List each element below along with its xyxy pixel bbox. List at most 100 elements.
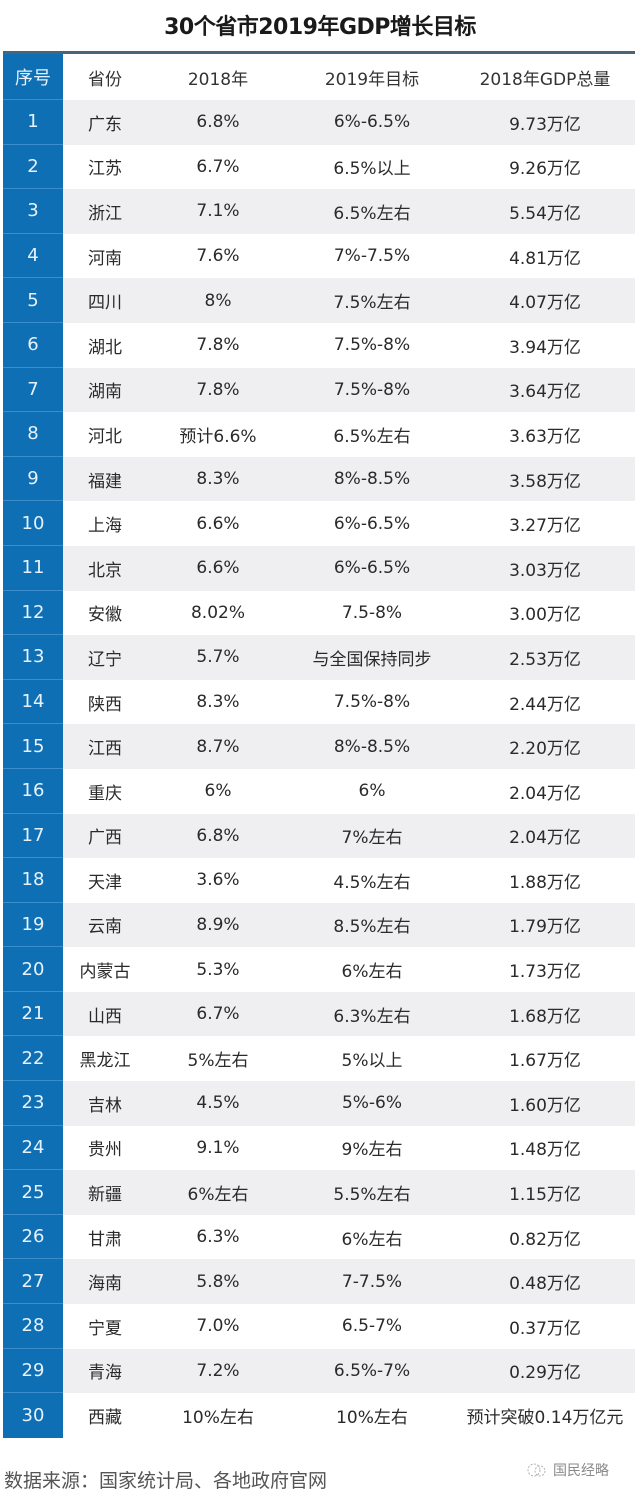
target-2019: 6%-6.5%: [333, 513, 411, 534]
province: 新疆: [88, 1185, 122, 1206]
data-source-note: 数据来源：国家统计局、各地政府官网: [4, 1470, 328, 1492]
target-2019: 6%左右: [341, 1229, 403, 1250]
table-row: 16 重庆 6% 6% 2.04万亿: [3, 768, 635, 814]
growth-2018: 6.8%: [196, 112, 240, 133]
growth-2018: 5%左右: [187, 1051, 249, 1072]
gdp-2018: 3.00万亿: [509, 605, 581, 626]
gdp-2018: 2.04万亿: [509, 783, 581, 804]
table-row: 2 江苏 6.7% 6.5%以上 9.26万亿: [3, 144, 635, 190]
table-row: 7 湖南 7.8% 7.5%-8% 3.64万亿: [3, 367, 635, 413]
province: 海南: [88, 1274, 122, 1295]
province: 甘肃: [88, 1229, 122, 1250]
table-row: 27 海南 5.8% 7-7.5% 0.48万亿: [3, 1259, 635, 1305]
target-2019: 5.5%左右: [333, 1185, 411, 1206]
target-2019: 6%-6.5%: [333, 558, 411, 579]
header-2018-gdp: 2018年GDP总量: [479, 69, 611, 90]
province: 上海: [88, 516, 122, 537]
table-row: 21 山西 6.7% 6.3%左右 1.68万亿: [3, 991, 635, 1037]
target-2019: 6.5-7%: [341, 1316, 403, 1337]
gdp-2018: 3.03万亿: [509, 560, 581, 581]
row-index: 18: [3, 858, 63, 903]
province: 陕西: [88, 694, 122, 715]
gdp-2018: 2.20万亿: [509, 739, 581, 760]
gdp-2018: 预计突破0.14万亿元: [466, 1408, 624, 1429]
target-2019: 7%左右: [341, 828, 403, 849]
target-2019: 与全国保持同步: [312, 649, 432, 670]
gdp-2018: 0.48万亿: [509, 1274, 581, 1295]
target-2019: 7.5%左右: [333, 293, 411, 314]
table-row: 15 江西 8.7% 8%-8.5% 2.20万亿: [3, 724, 635, 769]
table-row: 1 广东 6.8% 6%-6.5% 9.73万亿: [3, 100, 635, 145]
growth-2018: 6.7%: [196, 1004, 240, 1025]
gdp-2018: 0.37万亿: [509, 1318, 581, 1339]
gdp-2018: 1.79万亿: [509, 917, 581, 938]
growth-2018: 7.8%: [196, 379, 240, 400]
target-2019: 7.5%-8%: [333, 692, 411, 713]
growth-2018: 8.7%: [196, 736, 240, 757]
row-index: 8: [3, 412, 63, 457]
table-row: 9 福建 8.3% 8%-8.5% 3.58万亿: [3, 456, 635, 502]
table-row: 25 新疆 6%左右 5.5%左右 1.15万亿: [3, 1170, 635, 1215]
target-2019: 6%: [358, 781, 386, 802]
gdp-2018: 3.63万亿: [509, 426, 581, 447]
province: 福建: [88, 471, 122, 492]
province: 云南: [88, 917, 122, 938]
gdp-2018: 3.58万亿: [509, 471, 581, 492]
province: 天津: [88, 872, 122, 893]
growth-2018: 7.0%: [196, 1316, 240, 1337]
gdp-2018: 0.29万亿: [509, 1363, 581, 1384]
gdp-2018: 4.07万亿: [509, 293, 581, 314]
row-index: 21: [3, 991, 63, 1037]
table-row: 22 黑龙江 5%左右 5%以上 1.67万亿: [3, 1036, 635, 1082]
header-province: 省份: [88, 69, 122, 90]
table-row: 14 陕西 8.3% 7.5%-8% 2.44万亿: [3, 679, 635, 725]
province: 青海: [88, 1363, 122, 1384]
table-row: 20 内蒙古 5.3% 6%左右 1.73万亿: [3, 947, 635, 992]
row-index: 16: [3, 768, 63, 814]
row-index: 2: [3, 144, 63, 190]
target-2019: 4.5%左右: [333, 872, 411, 893]
gdp-2018: 3.64万亿: [509, 382, 581, 403]
growth-2018: 4.5%: [196, 1093, 240, 1114]
target-2019: 6.3%左右: [333, 1006, 411, 1027]
target-2019: 8%-8.5%: [333, 469, 411, 490]
growth-2018: 6%左右: [187, 1185, 249, 1206]
target-2019: 6.5%左右: [333, 203, 411, 224]
gdp-2018: 1.15万亿: [509, 1185, 581, 1206]
gdp-2018: 2.44万亿: [509, 694, 581, 715]
row-index: 23: [3, 1081, 63, 1126]
province: 广东: [88, 114, 122, 135]
growth-2018: 6%: [204, 781, 232, 802]
province: 安徽: [88, 605, 122, 626]
row-index: 5: [3, 278, 63, 323]
table-row: 10 上海 6.6% 6%-6.5% 3.27万亿: [3, 501, 635, 546]
growth-2018: 7.8%: [196, 335, 240, 356]
target-2019: 6%左右: [341, 962, 403, 983]
row-index: 13: [3, 635, 63, 680]
row-index: 27: [3, 1259, 63, 1305]
table-row: 24 贵州 9.1% 9%左右 1.48万亿: [3, 1125, 635, 1171]
table-header-row: 序号 省份 2018年 2019年目标 2018年GDP总量: [3, 54, 635, 100]
row-index: 11: [3, 545, 63, 591]
row-index: 26: [3, 1214, 63, 1260]
target-2019: 5%-6%: [341, 1093, 403, 1114]
row-index: 7: [3, 367, 63, 413]
growth-2018: 3.6%: [196, 870, 240, 891]
growth-2018: 6.7%: [196, 156, 240, 177]
growth-2018: 5.8%: [196, 1271, 240, 1292]
province: 四川: [88, 293, 122, 314]
gdp-2018: 9.73万亿: [509, 114, 581, 135]
table-row: 19 云南 8.9% 8.5%左右 1.79万亿: [3, 902, 635, 948]
province: 北京: [88, 560, 122, 581]
row-index: 14: [3, 679, 63, 725]
target-2019: 7.5%-8%: [333, 379, 411, 400]
growth-2018: 6.6%: [196, 558, 240, 579]
province: 广西: [88, 828, 122, 849]
row-index: 24: [3, 1125, 63, 1171]
header-2019-target: 2019年目标: [324, 69, 420, 90]
gdp-target-table: 序号 省份 2018年 2019年目标 2018年GDP总量 1 广东 6.8% 6%…: [3, 51, 635, 1438]
target-2019: 7-7.5%: [341, 1271, 403, 1292]
table-row: 6 湖北 7.8% 7.5%-8% 3.94万亿: [3, 322, 635, 368]
province: 西藏: [88, 1408, 122, 1429]
province: 黑龙江: [79, 1051, 131, 1072]
